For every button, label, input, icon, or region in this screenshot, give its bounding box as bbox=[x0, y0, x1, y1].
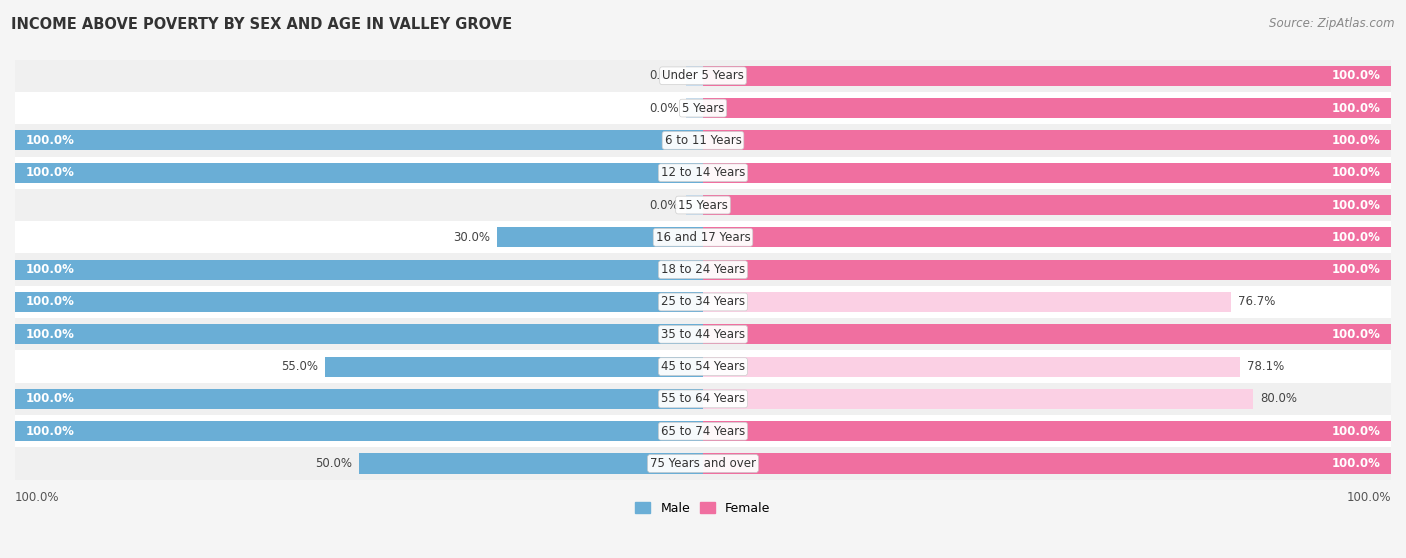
Text: 100.0%: 100.0% bbox=[1331, 425, 1381, 437]
Bar bbox=[703, 454, 1391, 474]
Text: 100.0%: 100.0% bbox=[1331, 102, 1381, 114]
Text: 12 to 14 Years: 12 to 14 Years bbox=[661, 166, 745, 179]
Bar bbox=[15, 415, 1391, 448]
Bar bbox=[15, 286, 1391, 318]
Bar bbox=[15, 324, 703, 344]
Bar bbox=[686, 195, 703, 215]
Bar bbox=[703, 389, 1253, 409]
Text: 78.1%: 78.1% bbox=[1247, 360, 1285, 373]
Bar bbox=[15, 189, 1391, 221]
Bar bbox=[15, 131, 703, 151]
Text: 0.0%: 0.0% bbox=[650, 102, 679, 114]
Legend: Male, Female: Male, Female bbox=[630, 497, 776, 519]
Text: 100.0%: 100.0% bbox=[1347, 491, 1391, 504]
Bar bbox=[15, 318, 1391, 350]
Text: 100.0%: 100.0% bbox=[25, 296, 75, 309]
Bar bbox=[15, 448, 1391, 480]
Text: 100.0%: 100.0% bbox=[25, 392, 75, 406]
Text: 0.0%: 0.0% bbox=[650, 199, 679, 211]
Text: 100.0%: 100.0% bbox=[1331, 457, 1381, 470]
Text: 100.0%: 100.0% bbox=[15, 491, 59, 504]
Bar bbox=[703, 163, 1391, 182]
Bar bbox=[703, 292, 1230, 312]
Text: 76.7%: 76.7% bbox=[1237, 296, 1275, 309]
Text: 30.0%: 30.0% bbox=[453, 231, 489, 244]
Bar bbox=[15, 389, 703, 409]
Text: 15 Years: 15 Years bbox=[678, 199, 728, 211]
Bar bbox=[15, 253, 1391, 286]
Bar bbox=[325, 357, 703, 377]
Text: 5 Years: 5 Years bbox=[682, 102, 724, 114]
Bar bbox=[15, 221, 1391, 253]
Bar bbox=[703, 98, 1391, 118]
Bar bbox=[496, 227, 703, 247]
Bar bbox=[703, 421, 1391, 441]
Bar bbox=[703, 324, 1391, 344]
Bar bbox=[703, 389, 1253, 409]
Bar bbox=[359, 454, 703, 474]
Bar bbox=[703, 259, 1391, 280]
Text: 25 to 34 Years: 25 to 34 Years bbox=[661, 296, 745, 309]
Bar bbox=[15, 163, 703, 182]
Text: 100.0%: 100.0% bbox=[25, 263, 75, 276]
Text: 35 to 44 Years: 35 to 44 Years bbox=[661, 328, 745, 341]
Bar bbox=[15, 383, 1391, 415]
Bar bbox=[703, 357, 1240, 377]
Bar bbox=[15, 60, 1391, 92]
Bar bbox=[686, 66, 703, 86]
Bar bbox=[15, 92, 1391, 124]
Text: 100.0%: 100.0% bbox=[25, 134, 75, 147]
Text: 0.0%: 0.0% bbox=[650, 69, 679, 82]
Text: Under 5 Years: Under 5 Years bbox=[662, 69, 744, 82]
Text: 100.0%: 100.0% bbox=[25, 425, 75, 437]
Text: 100.0%: 100.0% bbox=[1331, 328, 1381, 341]
Bar bbox=[15, 421, 703, 441]
Bar bbox=[15, 292, 703, 312]
Text: 100.0%: 100.0% bbox=[1331, 231, 1381, 244]
Text: 45 to 54 Years: 45 to 54 Years bbox=[661, 360, 745, 373]
Text: 100.0%: 100.0% bbox=[1331, 263, 1381, 276]
Text: 100.0%: 100.0% bbox=[1331, 199, 1381, 211]
Text: Source: ZipAtlas.com: Source: ZipAtlas.com bbox=[1270, 17, 1395, 30]
Text: 100.0%: 100.0% bbox=[1331, 69, 1381, 82]
Text: 80.0%: 80.0% bbox=[1260, 392, 1298, 406]
Text: 75 Years and over: 75 Years and over bbox=[650, 457, 756, 470]
Bar bbox=[703, 357, 1240, 377]
Text: 100.0%: 100.0% bbox=[25, 166, 75, 179]
Bar bbox=[686, 98, 703, 118]
Bar bbox=[15, 124, 1391, 157]
Text: 55 to 64 Years: 55 to 64 Years bbox=[661, 392, 745, 406]
Bar bbox=[15, 259, 703, 280]
Text: 6 to 11 Years: 6 to 11 Years bbox=[665, 134, 741, 147]
Text: 16 and 17 Years: 16 and 17 Years bbox=[655, 231, 751, 244]
Bar bbox=[703, 66, 1391, 86]
Text: 55.0%: 55.0% bbox=[281, 360, 318, 373]
Text: 100.0%: 100.0% bbox=[1331, 134, 1381, 147]
Bar bbox=[703, 292, 1230, 312]
Text: 18 to 24 Years: 18 to 24 Years bbox=[661, 263, 745, 276]
Bar bbox=[703, 195, 1391, 215]
Bar bbox=[703, 227, 1391, 247]
Bar bbox=[15, 157, 1391, 189]
Text: 100.0%: 100.0% bbox=[1331, 166, 1381, 179]
Text: 100.0%: 100.0% bbox=[25, 328, 75, 341]
Text: 65 to 74 Years: 65 to 74 Years bbox=[661, 425, 745, 437]
Bar bbox=[703, 131, 1391, 151]
Text: INCOME ABOVE POVERTY BY SEX AND AGE IN VALLEY GROVE: INCOME ABOVE POVERTY BY SEX AND AGE IN V… bbox=[11, 17, 512, 32]
Text: 50.0%: 50.0% bbox=[315, 457, 352, 470]
Bar bbox=[15, 350, 1391, 383]
